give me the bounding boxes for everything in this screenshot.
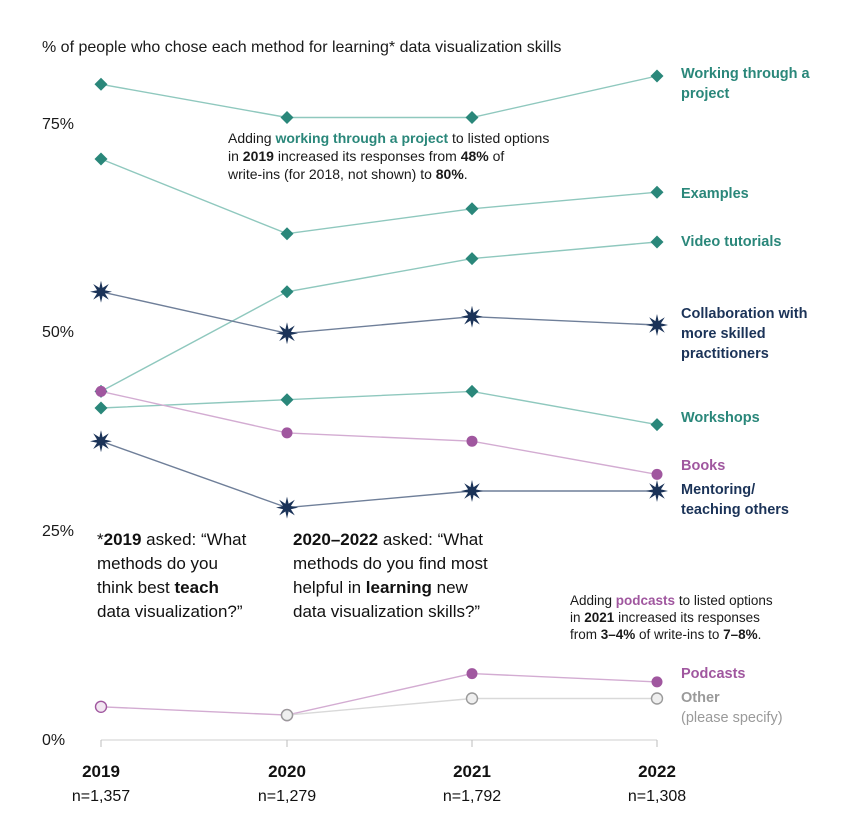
data-point-other-please-specify-2021 [465,692,479,705]
sample-size-label-2022: n=1,308 [628,788,686,805]
y-tick-label-50: 50% [42,324,74,341]
x-tick-label-2021: 2021 [453,762,491,781]
series-line-collaboration-with-more-skilled-practitioners [100,291,658,335]
data-point-video-tutorials-2022 [650,235,664,249]
annotation-working-through-project: Adding working through a project to list… [227,130,549,182]
series-markers [90,69,668,722]
data-point-collaboration-with-more-skilled-practitioners-2022 [646,314,668,336]
data-point-video-tutorials-2021 [465,252,479,266]
data-point-workshops-2020 [280,393,294,407]
data-point-working-through-a-project-2022 [650,69,664,83]
annotation-podcasts: Adding podcasts to listed options in 2021… [570,593,773,642]
data-point-podcasts-2022 [651,676,663,688]
x-tick-label-2020: 2020 [268,762,306,781]
data-point-workshops-2019 [94,401,108,415]
annotation-2020-2022-question: 2020–2022 asked: “What methods do you fin… [293,530,488,621]
series-label-mentoring-teaching-others: Mentoring/teaching others [681,482,789,518]
series-label-workshops: Workshops [681,410,760,426]
y-tick-label-0: 0% [42,732,65,749]
chart-title: % of people who chose each method for le… [42,39,561,56]
x-axis: 2019 n=1,357 2020 n=1,279 2021 n=1,792 2022 n=1… [72,739,686,805]
data-point-workshops-2021 [465,384,479,398]
data-point-podcasts-2021 [466,668,478,680]
sample-size-label-2019: n=1,357 [72,788,130,805]
data-point-collaboration-with-more-skilled-practitioners-2021 [461,305,483,328]
series-line-working-through-a-project [100,75,658,119]
data-point-other-please-specify-2022 [650,692,664,705]
data-point-books-2022 [651,468,663,480]
x-tick-label-2019: 2019 [82,762,120,781]
data-point-mentoring-teaching-others-2021 [461,480,483,502]
data-point-working-through-a-project-2019 [94,77,108,91]
x-tick-label-2022: 2022 [638,762,676,781]
series-label-other-please-specify: Other (please specify) [681,690,783,726]
y-tick-label-75: 75% [42,116,74,133]
series-line-examples [100,158,658,235]
series-labels: Working through a project Examples Video tu… [681,66,811,726]
y-tick-label-25: 25% [42,523,74,540]
series-label-examples: Examples [681,186,749,202]
data-point-working-through-a-project-2021 [465,111,479,124]
series-label-books: Books [681,458,725,474]
series-line-books [100,390,658,476]
data-point-video-tutorials-2020 [280,285,294,299]
data-point-podcasts-2019 [94,700,108,713]
series-label-podcasts: Podcasts [681,666,745,682]
series-line-podcasts [100,672,658,716]
data-point-examples-2020 [280,227,294,241]
annotation-2019-question: *2019 asked: “What methods do you think be… [97,530,247,621]
data-point-mentoring-teaching-others-2022 [646,480,668,502]
data-point-examples-2021 [465,202,479,216]
data-point-books-2019 [95,385,107,397]
series-line-workshops [100,390,658,426]
data-point-working-through-a-project-2020 [280,111,294,124]
series-line-mentoring-teaching-others [100,440,657,509]
sample-size-label-2020: n=1,279 [258,788,316,805]
data-point-workshops-2022 [650,418,664,432]
data-point-examples-2022 [650,185,664,199]
annotations: Adding working through a project to list… [97,130,773,642]
series-label-collaboration-with-more-skilled-practitioners: Collaboration with more skilled practition… [681,306,807,362]
data-point-mentoring-teaching-others-2020 [276,496,298,519]
data-point-mentoring-teaching-others-2019 [90,430,112,453]
data-point-books-2020 [281,427,293,439]
sample-size-label-2021: n=1,792 [443,788,501,805]
series-label-working-through-a-project: Working through a project [681,66,811,102]
data-point-collaboration-with-more-skilled-practitioners-2019 [90,280,112,303]
series-line-video-tutorials [100,241,658,393]
series-label-video-tutorials: Video tutorials [681,234,781,250]
data-point-other-please-specify-2020 [280,708,294,722]
data-point-books-2021 [466,435,478,447]
data-point-collaboration-with-more-skilled-practitioners-2020 [276,322,298,345]
y-axis: 0% 25% 50% 75% [42,116,74,749]
data-point-examples-2019 [94,152,108,166]
